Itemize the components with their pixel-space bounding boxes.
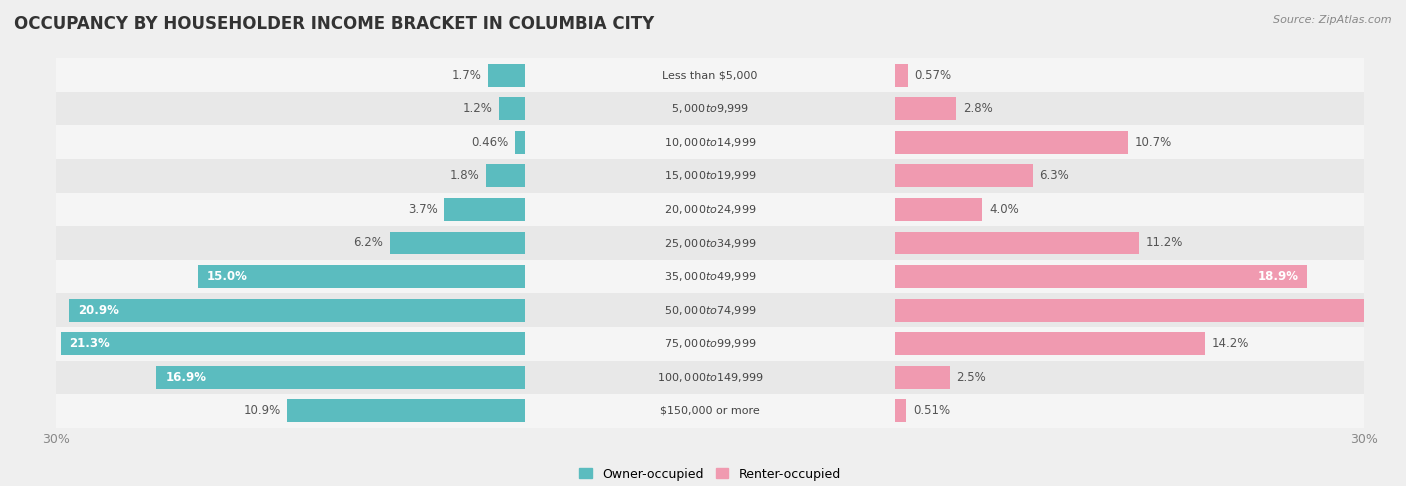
- Text: $5,000 to $9,999: $5,000 to $9,999: [671, 102, 749, 115]
- Text: $10,000 to $14,999: $10,000 to $14,999: [664, 136, 756, 149]
- Bar: [896, 97, 956, 120]
- Bar: [499, 97, 524, 120]
- Bar: [69, 299, 524, 322]
- Text: 10.9%: 10.9%: [243, 404, 281, 417]
- Text: Source: ZipAtlas.com: Source: ZipAtlas.com: [1274, 15, 1392, 25]
- Text: $25,000 to $34,999: $25,000 to $34,999: [664, 237, 756, 249]
- Bar: [485, 164, 524, 187]
- Text: 14.2%: 14.2%: [1212, 337, 1249, 350]
- Text: 18.9%: 18.9%: [1257, 270, 1298, 283]
- Bar: [56, 58, 1364, 92]
- Bar: [896, 399, 907, 422]
- Bar: [896, 332, 1205, 355]
- Bar: [896, 366, 950, 389]
- Text: 0.57%: 0.57%: [914, 69, 952, 82]
- Text: $20,000 to $24,999: $20,000 to $24,999: [664, 203, 756, 216]
- Text: 4.0%: 4.0%: [988, 203, 1019, 216]
- Text: 2.5%: 2.5%: [956, 371, 986, 384]
- Bar: [515, 131, 524, 154]
- Bar: [56, 92, 1364, 125]
- Bar: [56, 260, 1364, 294]
- Bar: [896, 299, 1406, 322]
- Bar: [896, 164, 1032, 187]
- Bar: [56, 327, 1364, 361]
- Text: 0.46%: 0.46%: [471, 136, 508, 149]
- Text: $150,000 or more: $150,000 or more: [661, 406, 759, 416]
- Bar: [896, 131, 1129, 154]
- Text: 1.7%: 1.7%: [451, 69, 481, 82]
- Bar: [896, 232, 1139, 254]
- Bar: [56, 226, 1364, 260]
- Bar: [56, 192, 1364, 226]
- Bar: [896, 64, 908, 87]
- Text: 20.9%: 20.9%: [79, 304, 120, 317]
- Bar: [488, 64, 524, 87]
- Text: 6.3%: 6.3%: [1039, 169, 1069, 182]
- Bar: [56, 394, 1364, 428]
- Text: 0.51%: 0.51%: [912, 404, 950, 417]
- Text: 21.3%: 21.3%: [69, 337, 110, 350]
- Bar: [198, 265, 524, 288]
- Bar: [56, 125, 1364, 159]
- Text: 11.2%: 11.2%: [1146, 237, 1184, 249]
- Text: 1.8%: 1.8%: [450, 169, 479, 182]
- Text: $75,000 to $99,999: $75,000 to $99,999: [664, 337, 756, 350]
- Text: Less than $5,000: Less than $5,000: [662, 70, 758, 80]
- Bar: [56, 361, 1364, 394]
- Bar: [56, 294, 1364, 327]
- Bar: [60, 332, 524, 355]
- Text: $35,000 to $49,999: $35,000 to $49,999: [664, 270, 756, 283]
- Bar: [156, 366, 524, 389]
- Text: 3.7%: 3.7%: [408, 203, 437, 216]
- Text: 2.8%: 2.8%: [963, 102, 993, 115]
- Text: 15.0%: 15.0%: [207, 270, 247, 283]
- Legend: Owner-occupied, Renter-occupied: Owner-occupied, Renter-occupied: [579, 468, 841, 481]
- Text: $100,000 to $149,999: $100,000 to $149,999: [657, 371, 763, 384]
- Text: OCCUPANCY BY HOUSEHOLDER INCOME BRACKET IN COLUMBIA CITY: OCCUPANCY BY HOUSEHOLDER INCOME BRACKET …: [14, 15, 654, 33]
- Text: 6.2%: 6.2%: [353, 237, 382, 249]
- Text: 10.7%: 10.7%: [1135, 136, 1173, 149]
- Bar: [389, 232, 524, 254]
- Bar: [896, 265, 1308, 288]
- Bar: [56, 159, 1364, 192]
- Text: $15,000 to $19,999: $15,000 to $19,999: [664, 169, 756, 182]
- Text: $50,000 to $74,999: $50,000 to $74,999: [664, 304, 756, 317]
- Text: 1.2%: 1.2%: [463, 102, 492, 115]
- Text: 16.9%: 16.9%: [166, 371, 207, 384]
- Bar: [287, 399, 524, 422]
- Bar: [896, 198, 983, 221]
- Bar: [444, 198, 524, 221]
